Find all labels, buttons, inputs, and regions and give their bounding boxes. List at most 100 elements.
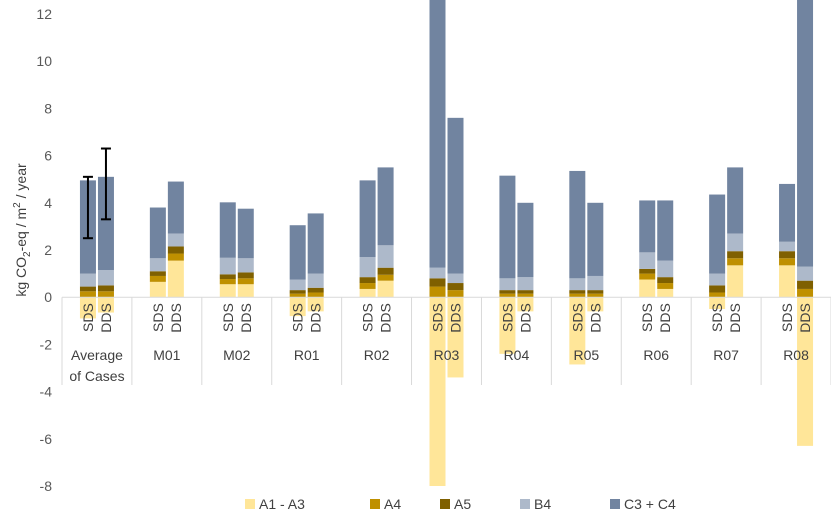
bar-segment xyxy=(377,245,394,268)
bar-segment xyxy=(727,251,744,259)
y-tick-label: 8 xyxy=(44,100,52,116)
bar-segment xyxy=(307,287,324,293)
bar-segment xyxy=(709,297,726,309)
bar-segment xyxy=(219,279,236,285)
bar-segment xyxy=(639,279,656,298)
bar-segment xyxy=(657,200,674,261)
bar-segment xyxy=(167,181,184,234)
bar-sub-label: SDS xyxy=(290,303,306,332)
bar-segment xyxy=(219,274,236,280)
bar-segment xyxy=(587,275,604,291)
bar-segment xyxy=(517,297,534,312)
bar-series xyxy=(79,0,814,486)
bar-segment xyxy=(79,286,96,292)
bar-segment xyxy=(447,297,464,378)
y-tick-label: 12 xyxy=(36,6,52,22)
bar-sub-label: DDS xyxy=(448,303,464,333)
bar-segment xyxy=(307,213,324,274)
bar-segment xyxy=(639,273,656,280)
bar-sub-label: SDS xyxy=(569,303,585,332)
bar-segment xyxy=(97,291,114,298)
bar-sub-label: DDS xyxy=(168,303,184,333)
category-label: M01 xyxy=(153,347,180,363)
bar-segment xyxy=(587,293,604,298)
bar-segment xyxy=(587,297,604,312)
bar-segment xyxy=(359,277,376,284)
legend-swatch xyxy=(440,499,450,509)
bar-segment xyxy=(517,290,534,294)
bar-segment xyxy=(447,117,464,274)
bar-segment xyxy=(377,274,394,281)
bar-segment xyxy=(237,208,254,259)
bar-segment xyxy=(149,258,166,272)
category-label: R04 xyxy=(504,347,530,363)
bar-segment xyxy=(167,260,184,298)
legend-label: A5 xyxy=(454,496,471,512)
y-tick-label: 2 xyxy=(44,242,52,258)
bar-segment xyxy=(587,290,604,294)
bar-segment xyxy=(709,292,726,298)
legend-label: A4 xyxy=(384,496,401,512)
bar-segment xyxy=(447,273,464,284)
bar-segment xyxy=(377,267,394,275)
bar-segment xyxy=(709,194,726,274)
legend-item: C3 + C4 xyxy=(610,496,676,512)
bar-segment xyxy=(237,272,254,279)
category-label: R07 xyxy=(713,347,739,363)
bar-segment xyxy=(727,258,744,266)
bar-sub-label: SDS xyxy=(150,303,166,332)
bar-segment xyxy=(167,253,184,261)
bar-sub-labels: SDS DDS SDS DDS SDS DDS SDS DDS SDS DDS SDS DDS SDS D… xyxy=(80,303,813,333)
y-tick-label: 6 xyxy=(44,148,52,164)
category-label: R02 xyxy=(364,347,390,363)
y-tick-label: -2 xyxy=(40,336,53,352)
legend-label: C3 + C4 xyxy=(624,496,676,512)
bar-segment xyxy=(779,241,796,252)
bar-segment xyxy=(97,285,114,292)
bar-sub-label: SDS xyxy=(220,303,236,332)
bar-segment xyxy=(429,297,446,486)
category-label: R01 xyxy=(294,347,320,363)
bar-segment xyxy=(727,167,744,234)
bar-segment xyxy=(307,297,324,312)
error-bar xyxy=(82,175,93,240)
bar-segment xyxy=(429,0,446,268)
bar-sub-label: DDS xyxy=(587,303,603,333)
bar-segment xyxy=(517,202,534,278)
bar-segment xyxy=(79,291,96,298)
bar-sub-label: DDS xyxy=(98,303,114,333)
bar-segment xyxy=(289,279,306,291)
bar-segment xyxy=(569,290,586,294)
bar-segment xyxy=(359,283,376,289)
legend-item: B4 xyxy=(520,496,551,512)
bar-segment xyxy=(237,284,254,298)
legend-swatch xyxy=(520,499,530,509)
y-tick-label: 4 xyxy=(44,195,52,211)
bar-segment xyxy=(727,265,744,298)
bar-segment xyxy=(499,175,516,279)
y-tick-label: 0 xyxy=(44,289,52,305)
bar-segment xyxy=(447,290,464,298)
bar-segment xyxy=(587,202,604,276)
bar-segment xyxy=(429,278,446,287)
category-label: Average of Cases xyxy=(69,347,124,384)
bar-segment xyxy=(569,278,586,291)
bar-segment xyxy=(797,266,814,281)
bar-segment xyxy=(569,293,586,298)
bar-segment xyxy=(447,283,464,291)
bar-segment xyxy=(359,257,376,278)
bar-segment xyxy=(149,275,166,282)
bar-segment xyxy=(709,273,726,286)
bar-segment xyxy=(709,285,726,293)
bar-segment xyxy=(797,288,814,298)
bar-segment xyxy=(377,167,394,246)
error-bar xyxy=(100,147,111,221)
bar-sub-label: DDS xyxy=(238,303,254,333)
legend-item: A1 - A3 xyxy=(245,496,305,512)
legend-label: A1 - A3 xyxy=(259,496,305,512)
bar-sub-label: DDS xyxy=(657,303,673,333)
y-axis-label: kg CO2-eq / m2 / year xyxy=(12,163,33,297)
y-axis-ticks: -8 -6 -4 -2 0 2 4 6 8 10 12 xyxy=(36,6,52,494)
bar-segment xyxy=(79,297,96,319)
